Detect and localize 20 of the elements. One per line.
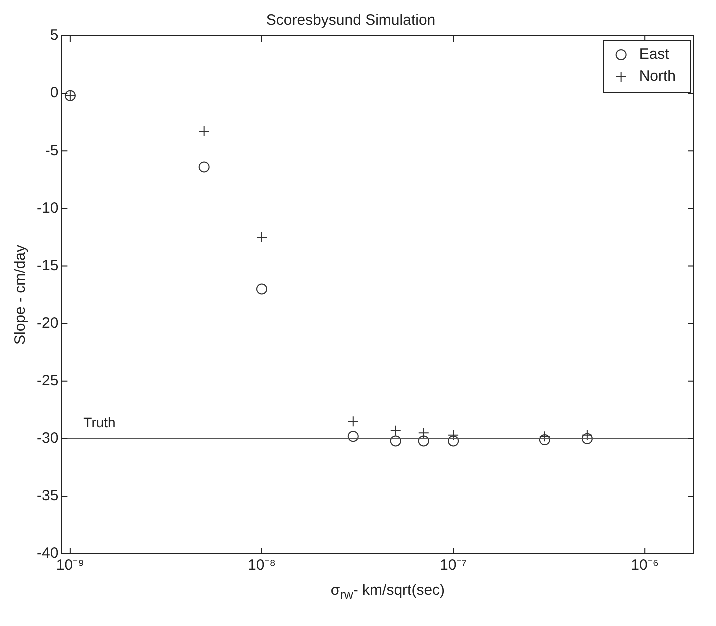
legend-label: North <box>639 68 676 86</box>
y-tick-label: 0 <box>50 84 59 102</box>
y-tick-label: -5 <box>45 142 59 160</box>
y-tick-label: -10 <box>36 200 59 217</box>
y-tick-label: -40 <box>36 545 59 562</box>
y-tick-label: -25 <box>36 372 59 390</box>
legend-label: East <box>639 46 670 64</box>
y-tick-label: -15 <box>36 257 59 274</box>
y-axis-title: Slope - cm/day <box>12 244 30 346</box>
ref-line-label: Truth <box>84 414 116 431</box>
x-tick-label: 10⁻⁷ <box>440 557 468 574</box>
x-tick-label: 10⁻⁶ <box>631 557 660 574</box>
y-tick-label: -20 <box>36 314 59 332</box>
x-tick-label: 10⁻⁹ <box>56 557 84 574</box>
x-axis-title: σ$_{rw}$- km/sqrt(sec) <box>330 582 446 602</box>
y-tick-label: -30 <box>36 430 59 448</box>
x-tick-label: 10⁻⁸ <box>248 557 276 574</box>
y-tick-label: -35 <box>36 488 59 505</box>
y-tick-label: 5 <box>50 27 59 44</box>
chart-title: Scoresbysund Simulation <box>266 12 436 30</box>
